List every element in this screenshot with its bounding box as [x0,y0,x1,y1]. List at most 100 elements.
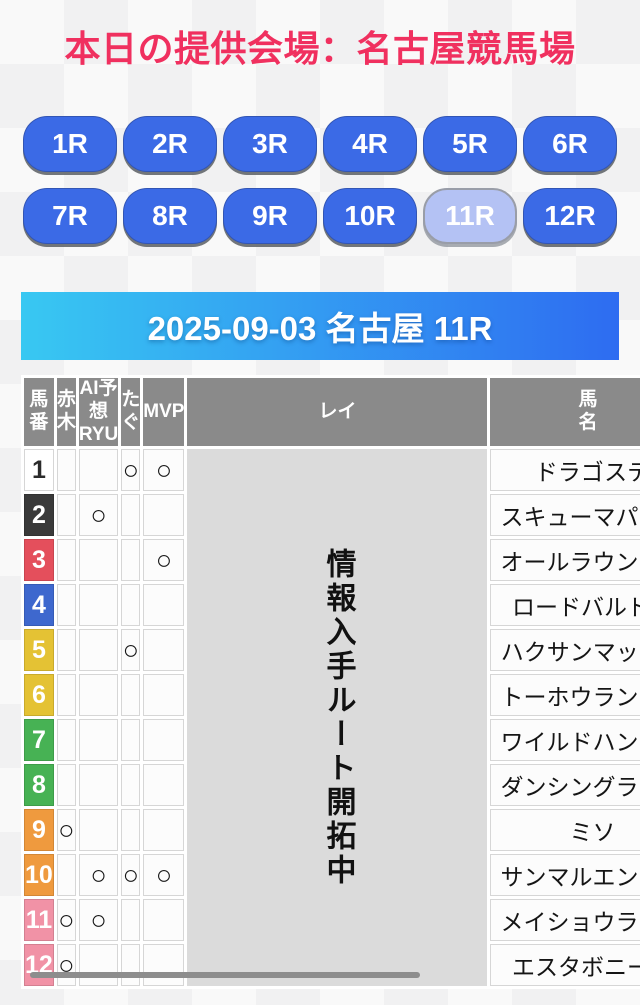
column-header-akagi: 赤木 [56,378,76,447]
table-row-7: 7 ワイルドハンター [24,719,640,762]
mark-cell-tagu [121,719,141,762]
race-grid: 1R 2R 3R 4R 5R 6R 7R 8R 9R 10R 11R 12R [23,116,617,244]
column-header-ai_ryu: AI予想 RYU [78,378,119,447]
table-row-3: 3 ○ オールラウンダー [24,539,640,582]
table-row-11: 11○○メイショウライメ [24,899,640,942]
horse-number-cell: 7 [24,719,54,762]
horse-name-cell: ロードバルドル [490,584,640,627]
race-button-11r[interactable]: 11R [423,188,517,244]
horse-number-cell: 11 [24,899,54,942]
mark-cell-ai_ryu [78,719,119,762]
race-button-6r[interactable]: 6R [523,116,617,172]
horse-number-cell: 2 [24,494,54,537]
race-button-7r[interactable]: 7R [23,188,117,244]
horse-number-cell: 4 [24,584,54,627]
horizontal-scrollbar-thumb[interactable] [30,972,420,978]
horse-name-cell: ドラゴステ [490,449,640,492]
mark-cell-ai_ryu [78,674,119,717]
race-button-1r[interactable]: 1R [23,116,117,172]
horse-number-cell: 12 [24,944,54,987]
table-row-4: 4 ロードバルドル [24,584,640,627]
column-header-tagu: たぐ [121,378,141,447]
mark-cell-ai_ryu [78,584,119,627]
race-button-4r[interactable]: 4R [323,116,417,172]
mark-cell-tagu [121,539,141,582]
column-header-rei: レイ [187,378,488,447]
table-row-8: 8 ダンシングラブリ [24,764,640,807]
race-button-8r[interactable]: 8R [123,188,217,244]
mark-cell-mvp [143,674,185,717]
table-row-2: 2 ○ スキューマパーラ [24,494,640,537]
table-row-10: 10○○○サンマルエンパイ [24,854,640,897]
mark-cell-ai_ryu [78,629,119,672]
mark-cell-akagi [56,854,76,897]
race-button-10r[interactable]: 10R [323,188,417,244]
mark-cell-mvp [143,719,185,762]
mark-cell-mvp: ○ [143,854,185,897]
horse-name-cell: ダンシングラブリ [490,764,640,807]
prediction-table: 馬 番赤木 AI予想 RYU たぐ MVP レイ馬 名 1 ○ ○ 情報入手ルート開拓中 ドラゴ… [21,375,640,990]
rei-notice-vertical-text: 情報入手ルート開拓中 [321,547,355,888]
mark-cell-ai_ryu: ○ [78,494,119,537]
mark-cell-akagi: ○ [56,809,76,852]
race-button-3r[interactable]: 3R [223,116,317,172]
horse-name-cell: エスタボニート [490,944,640,987]
mark-cell-tagu [121,899,141,942]
horse-name-cell: スキューマパーラ [490,494,640,537]
table-header-row: 馬 番赤木 AI予想 RYU たぐ MVP レイ馬 名 [24,378,640,447]
mark-cell-tagu [121,584,141,627]
horse-number-cell: 8 [24,764,54,807]
horse-name-cell: ハクサンマックス [490,629,640,672]
mark-cell-ai_ryu [78,449,119,492]
mark-cell-mvp [143,809,185,852]
mark-cell-mvp [143,629,185,672]
mark-cell-mvp [143,764,185,807]
mark-cell-mvp: ○ [143,539,185,582]
race-button-5r[interactable]: 5R [423,116,517,172]
horse-number-cell: 3 [24,539,54,582]
mark-cell-ai_ryu [78,764,119,807]
mark-cell-akagi [56,674,76,717]
mark-cell-mvp [143,584,185,627]
mark-cell-akagi: ○ [56,944,76,987]
race-button-12r[interactable]: 12R [523,188,617,244]
mark-cell-ai_ryu: ○ [78,854,119,897]
prediction-table-wrap: 馬 番赤木 AI予想 RYU たぐ MVP レイ馬 名 1 ○ ○ 情報入手ルート開拓中 ドラゴ… [21,375,640,990]
horse-name-cell: ミソ [490,809,640,852]
mark-cell-tagu [121,944,141,987]
mark-cell-tagu: ○ [121,449,141,492]
rei-column-cell: 情報入手ルート開拓中 [187,449,488,987]
table-row-5: 5 ○ ハクサンマックス [24,629,640,672]
horse-name-cell: ワイルドハンター [490,719,640,762]
mark-cell-mvp [143,494,185,537]
horse-number-cell: 10 [24,854,54,897]
mark-cell-akagi [56,584,76,627]
mark-cell-akagi [56,449,76,492]
horse-name-cell: トーホウランボー [490,674,640,717]
column-header-name: 馬 名 [490,378,640,447]
horse-number-cell: 9 [24,809,54,852]
mark-cell-ai_ryu [78,809,119,852]
mark-cell-akagi: ○ [56,899,76,942]
mark-cell-tagu [121,494,141,537]
mark-cell-mvp [143,944,185,987]
mark-cell-akagi [56,764,76,807]
table-body: 1○○情報入手ルート開拓中ドラゴステ2○スキューマパーラ3○オールラウンダー4ロ… [24,449,640,987]
mark-cell-tagu [121,764,141,807]
mark-cell-tagu [121,809,141,852]
horse-name-cell: メイショウライメ [490,899,640,942]
mark-cell-mvp [143,899,185,942]
mark-cell-ai_ryu: ○ [78,899,119,942]
table-row-6: 6 トーホウランボー [24,674,640,717]
race-button-2r[interactable]: 2R [123,116,217,172]
column-header-num: 馬 番 [24,378,54,447]
horse-number-cell: 6 [24,674,54,717]
mark-cell-ai_ryu [78,539,119,582]
race-banner: 2025-09-03 名古屋 11R [21,292,619,360]
page-title: 本日の提供会場：名古屋競馬場 [64,28,576,69]
race-button-9r[interactable]: 9R [223,188,317,244]
mark-cell-akagi [56,629,76,672]
mark-cell-tagu: ○ [121,629,141,672]
mark-cell-ai_ryu [78,944,119,987]
